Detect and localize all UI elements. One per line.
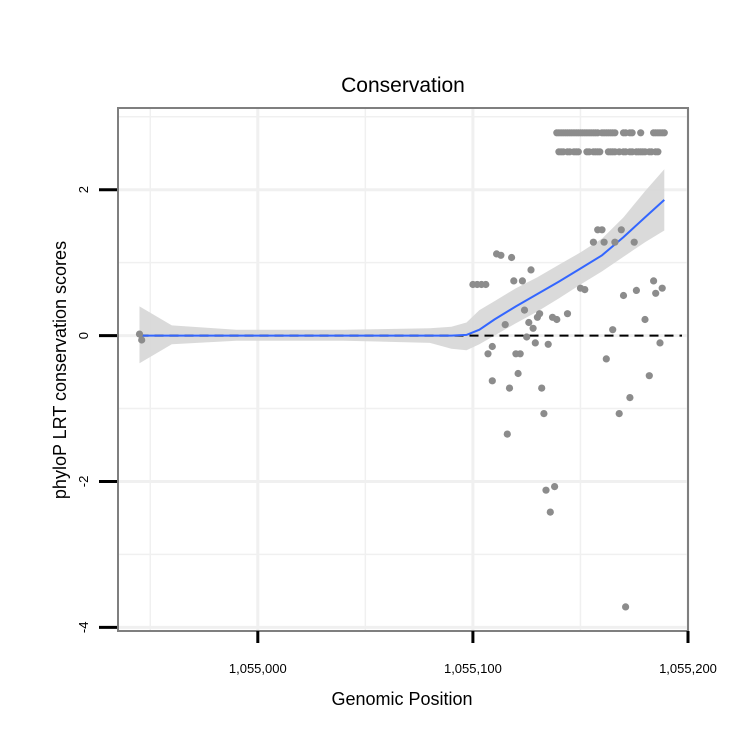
x-tick-label: 1,055,200 bbox=[659, 661, 717, 676]
axes: 1,055,000 1,055,100 1,055,200 -4 -2 0 2 bbox=[76, 186, 717, 676]
y-tick-label: 2 bbox=[76, 186, 91, 193]
confidence-band bbox=[139, 169, 665, 364]
data-point bbox=[630, 238, 638, 246]
data-point bbox=[488, 342, 496, 351]
data-point bbox=[542, 486, 550, 494]
scatter-points bbox=[135, 129, 668, 611]
smooth-line bbox=[139, 199, 665, 337]
x-tick-label: 1,055,000 bbox=[229, 661, 287, 676]
data-point bbox=[619, 291, 628, 300]
data-point bbox=[615, 410, 623, 418]
data-point bbox=[602, 355, 610, 363]
data-point bbox=[501, 321, 509, 329]
data-point bbox=[484, 350, 492, 358]
smooth-line-group bbox=[139, 199, 665, 337]
data-point bbox=[589, 238, 598, 246]
x-tick-label: 1,055,100 bbox=[444, 661, 502, 676]
data-point bbox=[609, 326, 617, 334]
data-point bbox=[611, 129, 619, 137]
panel-border bbox=[117, 107, 689, 632]
data-point bbox=[523, 333, 531, 341]
data-point bbox=[654, 148, 662, 156]
data-point bbox=[135, 330, 144, 338]
data-point bbox=[628, 129, 636, 137]
confidence-band-group bbox=[139, 169, 665, 364]
data-point bbox=[652, 289, 660, 297]
data-point bbox=[632, 286, 641, 294]
data-point bbox=[518, 277, 527, 285]
data-point bbox=[525, 318, 533, 327]
data-point bbox=[600, 238, 608, 246]
data-point bbox=[503, 430, 511, 438]
data-point bbox=[574, 148, 582, 156]
data-point bbox=[650, 277, 658, 285]
x-axis-label: Genomic Position bbox=[331, 689, 472, 709]
data-point bbox=[516, 350, 524, 358]
data-point bbox=[514, 369, 522, 378]
data-point bbox=[508, 253, 516, 262]
data-point bbox=[611, 238, 619, 246]
data-point bbox=[626, 394, 634, 402]
data-point bbox=[538, 384, 546, 392]
data-point bbox=[645, 372, 653, 380]
data-point bbox=[488, 377, 496, 385]
panel-frame bbox=[117, 107, 689, 632]
y-axis-label: phyloP LRT conservation scores bbox=[50, 241, 70, 499]
data-point bbox=[658, 284, 666, 292]
data-point bbox=[527, 266, 535, 274]
grid-lines bbox=[118, 108, 690, 631]
data-point bbox=[531, 339, 539, 347]
data-point bbox=[617, 226, 625, 234]
data-point bbox=[598, 226, 606, 234]
data-point bbox=[581, 286, 589, 294]
data-point bbox=[641, 315, 649, 324]
data-point bbox=[656, 339, 664, 347]
y-tick-label: -2 bbox=[76, 476, 91, 488]
data-point bbox=[637, 129, 645, 137]
data-point bbox=[536, 310, 544, 318]
data-point bbox=[553, 315, 561, 324]
data-point bbox=[622, 603, 630, 611]
data-point bbox=[540, 410, 548, 418]
data-point bbox=[138, 336, 146, 344]
data-point bbox=[510, 277, 518, 285]
data-point bbox=[529, 324, 537, 332]
data-point bbox=[505, 384, 514, 392]
data-point bbox=[660, 129, 668, 137]
y-tick-label: -4 bbox=[76, 622, 91, 634]
data-point bbox=[497, 251, 505, 259]
data-point bbox=[563, 310, 572, 318]
chart-title: Conservation bbox=[341, 74, 465, 97]
data-point bbox=[551, 483, 559, 491]
y-tick-label: 0 bbox=[76, 332, 91, 339]
data-point bbox=[482, 280, 490, 289]
data-point bbox=[546, 508, 554, 516]
data-point bbox=[520, 306, 529, 314]
data-point bbox=[596, 148, 604, 156]
data-point bbox=[544, 340, 552, 348]
